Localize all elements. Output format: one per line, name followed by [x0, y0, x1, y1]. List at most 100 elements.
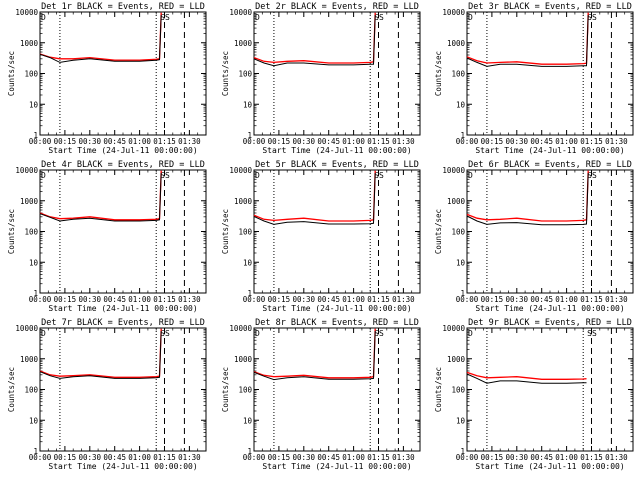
y-tick-label: 1000	[20, 355, 39, 364]
marker-label: SS	[374, 329, 384, 338]
x-tick-label: 00:15	[268, 453, 291, 462]
x-tick-label: 01:00	[555, 137, 578, 146]
series-line-lld	[253, 328, 376, 379]
series-line-lld	[39, 170, 162, 221]
y-tick-label: 10	[456, 258, 466, 267]
chart-panel-2: Det 2r BLACK = Events, RED = LLD 1 10 100 10…	[221, 2, 421, 155]
x-tick-label: 01:15	[153, 295, 176, 304]
series-line-lld	[466, 371, 587, 380]
x-axis-label: Start Time (24-Jul-11 00:00:00)	[262, 146, 411, 155]
marker-label: SS	[374, 171, 384, 180]
y-axis-label: Counts/sec	[7, 209, 16, 254]
y-tick-label: 1000	[234, 355, 253, 364]
plot-frame	[466, 169, 634, 294]
chart-title: Det 9r BLACK = Events, RED = LLD	[468, 318, 632, 328]
x-tick-label: 00:15	[54, 295, 77, 304]
x-axis-label: Start Time (24-Jul-11 00:00:00)	[475, 304, 624, 313]
plot-frame	[253, 11, 421, 136]
x-tick-label: 00:30	[293, 453, 316, 462]
y-tick-label: 10	[456, 416, 466, 425]
x-tick-label: 01:30	[178, 295, 201, 304]
y-tick-label: 10000	[442, 324, 465, 333]
chart-title: Det 5r BLACK = Events, RED = LLD	[255, 160, 419, 170]
y-tick-label: 100	[24, 70, 38, 79]
x-tick-label: 00:00	[243, 295, 266, 304]
chart-panel-7: Det 7r BLACK = Events, RED = LLD 1 10 100 10…	[7, 318, 207, 471]
marker-label: D	[41, 171, 46, 180]
x-tick-label: 01:30	[178, 453, 201, 462]
marker-label: SS	[374, 13, 384, 22]
series-line-events	[39, 14, 162, 63]
x-tick-label: 00:15	[481, 137, 504, 146]
x-tick-label: 00:00	[29, 453, 52, 462]
x-tick-label: 00:30	[79, 295, 102, 304]
marker-label: SS	[160, 329, 170, 338]
x-tick-label: 00:45	[530, 295, 553, 304]
marker-label: D	[255, 13, 260, 22]
x-axis-label: Start Time (24-Jul-11 00:00:00)	[475, 146, 624, 155]
y-tick-label: 1000	[20, 39, 39, 48]
y-tick-label: 100	[238, 228, 252, 237]
y-tick-label: 10	[456, 100, 466, 109]
y-tick-label: 100	[451, 386, 465, 395]
x-tick-label: 01:30	[605, 137, 628, 146]
marker-label: D	[255, 171, 260, 180]
y-tick-label: 10	[29, 416, 39, 425]
x-tick-label: 00:45	[530, 453, 553, 462]
plot-frame	[253, 327, 421, 452]
plot-frame	[253, 169, 421, 294]
y-tick-label: 10000	[15, 8, 38, 17]
series-line-lld	[253, 170, 376, 222]
chart-title: Det 7r BLACK = Events, RED = LLD	[41, 318, 205, 328]
y-tick-label: 10000	[229, 8, 252, 17]
x-tick-label: 00:00	[29, 137, 52, 146]
x-tick-label: 00:30	[506, 137, 529, 146]
plot-frame	[39, 169, 207, 294]
x-tick-label: 00:30	[293, 137, 316, 146]
y-tick-label: 10	[243, 416, 253, 425]
chart-panel-5: Det 5r BLACK = Events, RED = LLD 1 10 100 10…	[221, 160, 421, 313]
series-line-lld	[39, 328, 162, 378]
chart-panel-8: Det 8r BLACK = Events, RED = LLD 1 10 100 10…	[221, 318, 421, 471]
series-line-events	[253, 14, 376, 67]
y-tick-label: 1	[33, 289, 38, 298]
x-tick-label: 00:45	[317, 295, 340, 304]
y-tick-label: 1000	[234, 197, 253, 206]
chart-panel-6: Det 6r BLACK = Events, RED = LLD 1 10 100 10…	[434, 160, 634, 313]
y-tick-label: 1000	[447, 355, 466, 364]
y-tick-label: 1000	[234, 39, 253, 48]
y-tick-label: 1	[33, 131, 38, 140]
x-tick-label: 00:00	[456, 137, 479, 146]
plot-frame	[39, 11, 207, 136]
y-tick-label: 100	[451, 70, 465, 79]
marker-label: D	[41, 13, 46, 22]
series-line-events	[253, 330, 376, 381]
x-tick-label: 00:45	[317, 453, 340, 462]
x-axis-label: Start Time (24-Jul-11 00:00:00)	[262, 462, 411, 471]
x-tick-label: 01:30	[178, 137, 201, 146]
x-tick-label: 00:45	[530, 137, 553, 146]
x-axis-label: Start Time (24-Jul-11 00:00:00)	[48, 304, 197, 313]
marker-label: D	[468, 13, 473, 22]
x-axis-label: Start Time (24-Jul-11 00:00:00)	[262, 304, 411, 313]
x-tick-label: 00:30	[506, 453, 529, 462]
y-axis-label: Counts/sec	[7, 367, 16, 412]
x-tick-label: 01:15	[367, 137, 390, 146]
chart-title: Det 8r BLACK = Events, RED = LLD	[255, 318, 419, 328]
y-tick-label: 1	[247, 289, 252, 298]
x-tick-label: 00:15	[268, 295, 291, 304]
y-axis-label: Counts/sec	[434, 209, 443, 254]
x-tick-label: 01:15	[153, 137, 176, 146]
series-line-events	[466, 14, 589, 67]
y-tick-label: 100	[238, 386, 252, 395]
plot-frame	[466, 327, 634, 452]
x-tick-label: 00:15	[54, 137, 77, 146]
x-tick-label: 01:30	[605, 295, 628, 304]
y-tick-label: 1000	[447, 39, 466, 48]
series-line-lld	[466, 12, 589, 65]
chart-title: Det 1r BLACK = Events, RED = LLD	[41, 2, 205, 12]
x-tick-label: 00:00	[456, 295, 479, 304]
x-tick-label: 01:00	[128, 137, 151, 146]
y-tick-label: 1	[460, 131, 465, 140]
x-tick-label: 00:00	[243, 453, 266, 462]
